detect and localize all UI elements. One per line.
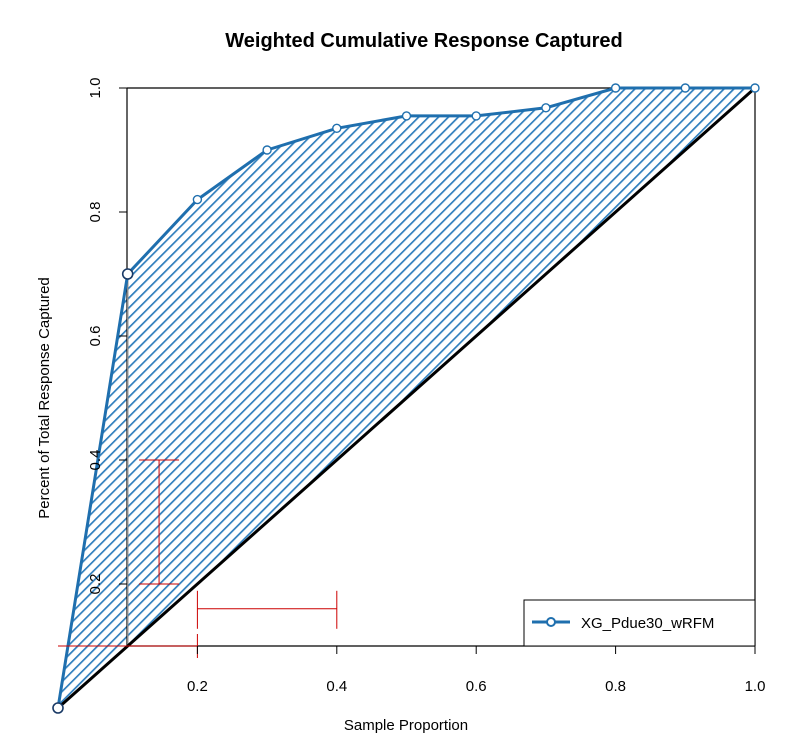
- baseline-diagonal: [57, 86, 756, 710]
- x-tick-label: 1.0: [745, 678, 766, 695]
- data-point: [52, 702, 64, 714]
- data-point: [401, 111, 412, 121]
- data-point: [541, 103, 551, 113]
- x-tick-label: 0.2: [187, 678, 208, 695]
- y-tick-label: 0.6: [87, 326, 104, 347]
- data-point: [332, 123, 342, 134]
- y-tick-label: 0.4: [87, 450, 104, 471]
- x-tick-label: 0.8: [605, 678, 626, 695]
- data-point: [471, 111, 481, 121]
- x-tick-label: 0.6: [466, 678, 487, 695]
- y-tick-label: 1.0: [87, 78, 104, 99]
- legend-series-label: XG_Pdue30_wRFM: [581, 615, 714, 632]
- legend: XG_Pdue30_wRFM: [523, 599, 756, 647]
- data-point: [610, 83, 621, 93]
- legend-marker-swatch: [546, 617, 556, 627]
- chart-title: Weighted Cumulative Response Captured: [225, 30, 622, 52]
- data-point: [262, 145, 272, 155]
- data-point: [121, 268, 134, 280]
- x-tick-label: 0.4: [326, 678, 347, 695]
- x-axis-label: Sample Proportion: [344, 717, 468, 734]
- y-axis-label: Percent of Total Response Captured: [36, 277, 53, 519]
- axis-ticks: 0.2 0.4 0.6 0.8 1.0 0.2 0.4 0.6 0.8 1.0: [87, 78, 765, 695]
- data-point: [750, 83, 760, 93]
- data-point: [192, 194, 203, 205]
- y-tick-label: 0.2: [87, 574, 104, 595]
- data-point: [680, 83, 690, 93]
- y-tick-label: 0.8: [87, 202, 104, 223]
